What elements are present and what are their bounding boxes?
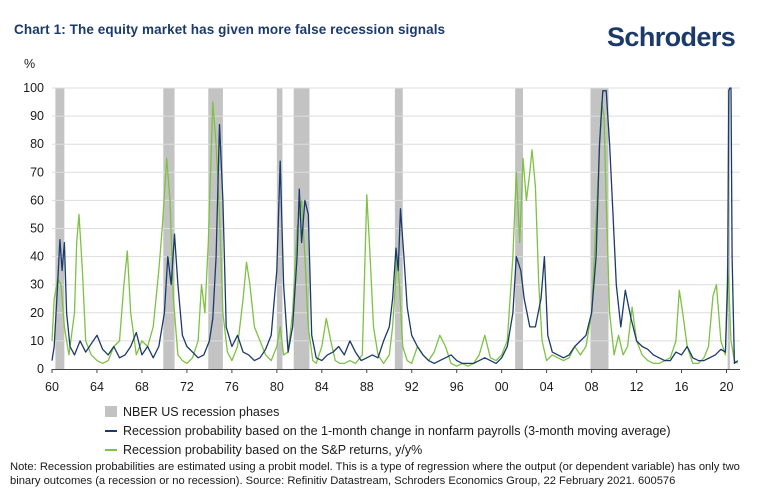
axes: 0 10 20 30 40 50 60 70 80 90 100% 60 64 68 72 76 80 84 88 9… — [23, 57, 740, 394]
legend-item-sp: Recession probability based on the S&P r… — [105, 440, 671, 459]
x-tick-label-04: 04 — [540, 380, 554, 394]
y-tick-label-0: 0 — [37, 362, 44, 376]
x-tick-label-08: 08 — [585, 380, 599, 394]
y-axis-label: % — [24, 57, 35, 71]
y-tick-label-80: 80 — [30, 137, 44, 151]
x-tick-label-60: 60 — [45, 380, 59, 394]
y-tick-label-20: 20 — [30, 306, 44, 320]
y-tick-label-40: 40 — [30, 250, 44, 264]
legend: NBER US recession phases Recession proba… — [105, 402, 671, 459]
chart-note: Note: Recession probabilities are estima… — [10, 461, 740, 487]
x-tick-label-76: 76 — [225, 380, 239, 394]
x-tick-label-20: 20 — [720, 380, 734, 394]
x-tick-label-12: 12 — [630, 380, 644, 394]
legend-label-payrolls: Recession probability based on the 1-mon… — [123, 423, 671, 438]
y-tick-label-70: 70 — [30, 165, 44, 179]
y-tick-label-100: 100 — [23, 81, 44, 95]
x-tick-label-84: 84 — [315, 380, 329, 394]
legend-swatch-recession — [105, 406, 117, 417]
x-tick-label-68: 68 — [135, 380, 149, 394]
legend-label-sp: Recession probability based on the S&P r… — [123, 442, 423, 457]
y-tick-label-30: 30 — [30, 278, 44, 292]
line-chart: 0 10 20 30 40 50 60 70 80 90 100% 60 64 68 72 76 80 84 88 9… — [23, 57, 740, 394]
x-tick-label-80: 80 — [270, 380, 284, 394]
x-tick-label-16: 16 — [675, 380, 689, 394]
series-line-payrolls — [51, 87, 739, 365]
x-tick-label-92: 92 — [405, 380, 419, 394]
x-tick-label-88: 88 — [360, 380, 374, 394]
legend-swatch-payrolls — [105, 429, 117, 432]
y-tick-label-90: 90 — [30, 109, 44, 123]
x-tick-label-96: 96 — [450, 380, 464, 394]
legend-item-payrolls: Recession probability based on the 1-mon… — [105, 421, 671, 440]
x-tick-label-00: 00 — [495, 380, 509, 394]
y-tick-label-60: 60 — [30, 193, 44, 207]
series-line-sp — [51, 101, 739, 367]
brand-logo: Schroders — [607, 22, 736, 52]
y-tick-label-10: 10 — [30, 334, 44, 348]
legend-item-recession: NBER US recession phases — [105, 402, 671, 421]
y-tick-label-50: 50 — [30, 222, 44, 236]
x-tick-label-64: 64 — [90, 380, 104, 394]
chart-title: Chart 1: The equity market has given mor… — [14, 22, 446, 37]
x-tick-label-72: 72 — [180, 380, 194, 394]
legend-label-recession: NBER US recession phases — [123, 404, 280, 419]
data-series — [51, 87, 739, 367]
legend-swatch-sp — [105, 448, 117, 451]
